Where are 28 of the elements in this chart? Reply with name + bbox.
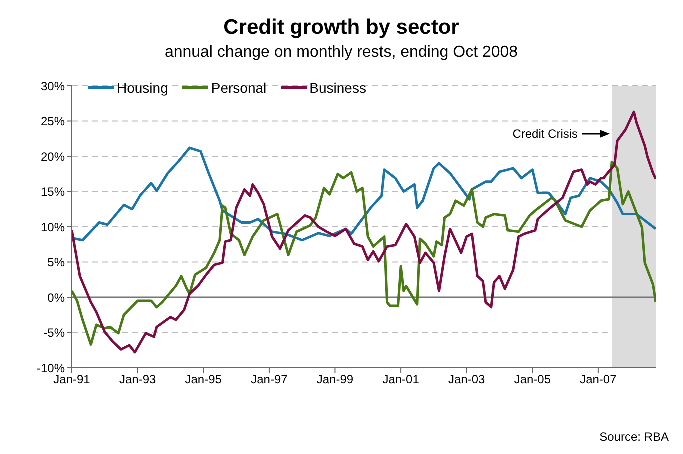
x-tick-label: Jan-01 bbox=[382, 372, 420, 387]
legend-label: Business bbox=[310, 80, 366, 96]
line-series bbox=[72, 110, 656, 354]
y-tick-label: -10% bbox=[36, 361, 66, 376]
y-tick-label: -5% bbox=[44, 326, 66, 340]
chart-title: Credit growth by sector bbox=[222, 15, 460, 40]
line-series bbox=[72, 160, 656, 346]
line-series bbox=[72, 146, 656, 242]
x-tick-label: Jan-05 bbox=[514, 372, 552, 387]
x-tick-label: Jan-99 bbox=[316, 372, 354, 387]
chart-subtitle: annual change on monthly rests, ending Oct 2008 bbox=[164, 44, 520, 62]
x-tick-label: Jan-07 bbox=[580, 372, 618, 387]
y-tick-label: 30% bbox=[40, 79, 66, 94]
y-tick-label: 20% bbox=[40, 150, 66, 164]
band-label: Credit Crisis bbox=[512, 127, 578, 141]
x-tick-label: Jan-03 bbox=[448, 372, 486, 387]
legend-label: Housing bbox=[117, 80, 168, 96]
x-tick-label: Jan-93 bbox=[120, 372, 157, 387]
y-tick-label: 10% bbox=[40, 220, 66, 234]
x-tick-label: Jan-97 bbox=[251, 372, 288, 387]
y-tick-label: 25% bbox=[40, 114, 66, 129]
x-tick-label: Jan-91 bbox=[54, 372, 91, 387]
y-tick-label: 0% bbox=[48, 290, 66, 305]
y-tick-label: 15% bbox=[40, 185, 66, 200]
source-note: Source: RBA bbox=[600, 430, 669, 444]
x-tick-label: Jan-95 bbox=[185, 372, 222, 387]
legend-label: Personal bbox=[211, 80, 267, 96]
y-tick-label: 5% bbox=[48, 256, 66, 270]
